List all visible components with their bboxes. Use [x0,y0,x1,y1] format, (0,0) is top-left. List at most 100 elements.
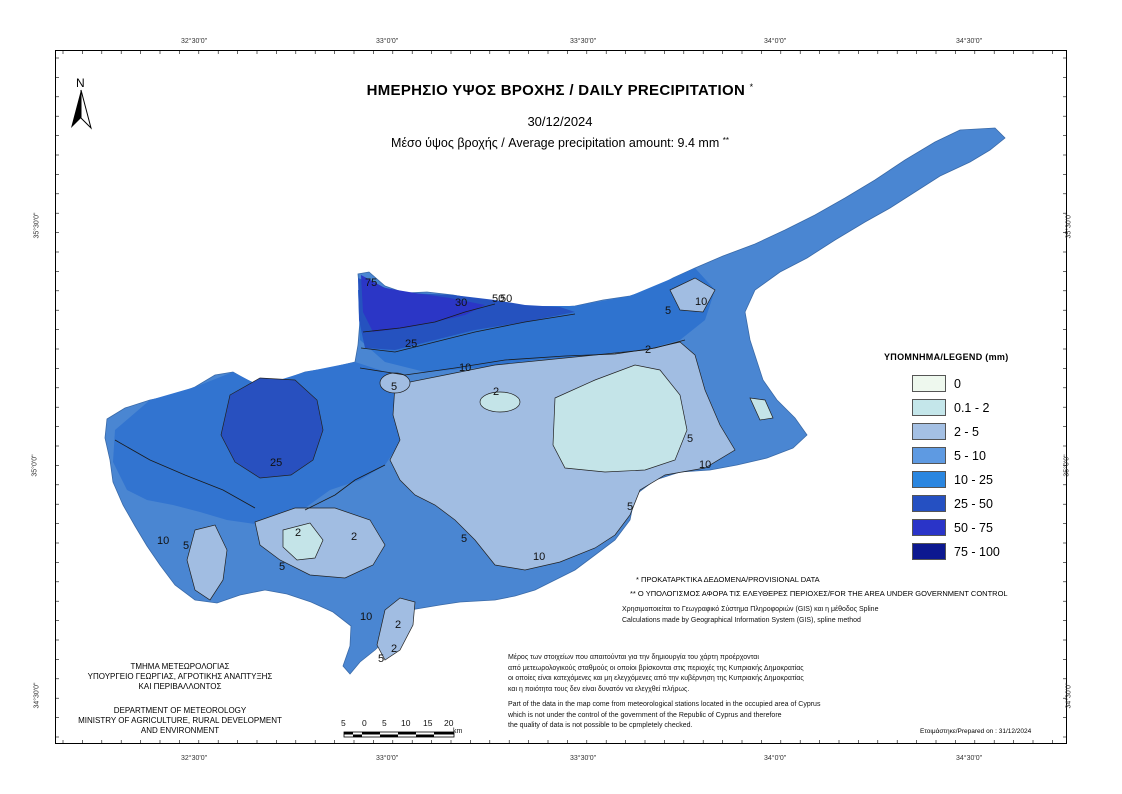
disclaimer-line: Μέρος των στοιχείων που απαιτούνται για … [508,654,759,661]
legend-swatch [912,399,946,416]
legend-label: 0 [954,377,961,391]
grid-label-top-2: 33°0'0" [376,38,399,45]
grid-label-left-3: 34°30'0" [33,682,41,709]
zone-2-5-south [376,597,416,661]
contour-label: 2 [351,531,357,543]
note-provisional: * ΠΡΟΚΑΤΑΡΚΤΙΚΑ ΔΕΔΟΜΕΝΑ/PROVISIONAL DAT… [636,575,820,584]
zone-0-2-east [749,397,774,421]
contour-label: 75 [365,277,377,289]
scale-label: 0 [362,718,367,728]
grid-label-bottom-2: 33°0'0" [376,755,399,762]
note-gis-greek: Χρησιμοποιείται το Γεωγραφικό Σύστημα Πλ… [622,606,879,613]
grid-label-bottom-5: 34°30'0" [956,755,983,762]
average-text: Μέσο ύψος βροχής / Average precipitation… [391,136,720,150]
contour-label: 10 [459,362,471,374]
grid-label-left-2: 35°0'0" [31,454,39,477]
scale-label: 5 [341,718,346,728]
legend-label: 10 - 25 [954,473,993,487]
contour-label: 5 [378,653,384,665]
prepared-date: Ετοιμάστηκε/Prepared on : 31/12/2024 [920,728,1032,735]
contour-label: 10 [157,535,169,547]
average-precipitation: Μέσο ύψος βροχής / Average precipitation… [300,136,820,150]
legend-swatch [912,423,946,440]
zone-50-75-north [361,275,485,332]
department-english: DEPARTMENT OF METEOROLOGY MINISTRY OF AG… [60,706,300,736]
legend-swatch [912,519,946,536]
zone-0-2-small [479,391,521,413]
contour-label: 5 [627,501,633,513]
disclaimer-line: which is not under the control of the go… [508,711,782,719]
contour-label: 10 [360,611,372,623]
grid-label-bottom-3: 33°30'0" [570,755,597,762]
department-english-line-3: AND ENVIRONMENT [140,726,220,735]
disclaimer-line: the quality of data is not possible to b… [508,722,693,729]
contour-label: 5 [687,433,693,445]
legend-swatch [912,495,946,512]
legend-swatch [912,471,946,488]
legend-label: 25 - 50 [954,497,993,511]
scale-label: 15 [423,718,433,728]
contour-label: 10 [533,551,545,563]
scale-label: 5 [382,718,387,728]
legend-swatch [912,447,946,464]
disclaimer-line: Part of the data in the map come from me… [508,701,821,708]
frame-ticks [55,50,1067,744]
contour-lines [114,303,686,511]
department-greek-line-3: ΚΑΙ ΠΕΡΙΒΑΛΛΟΝΤΟΣ [138,682,222,691]
scale-label: 10 [401,718,411,728]
legend-swatch [912,375,946,392]
legend-label: 50 - 75 [954,521,993,535]
note-gis-english: Calculations made by Geographical Inform… [622,617,861,624]
contour-label: 50 [500,293,512,305]
department-greek-line-1: ΤΜΗΜΑ ΜΕΤΕΩΡΟΛΟΓΙΑΣ [130,662,230,671]
contour-label: 2 [295,527,301,539]
contour-label: 2 [391,643,397,655]
note-government: ** Ο ΥΠΟΛΟΓΙΣΜΟΣ ΑΦΟΡΑ ΤΙΣ ΕΛΕΥΘΕΡΕΣ ΠΕΡ… [630,589,1008,598]
contour-label: 50 [492,293,504,305]
contour-label: 25 [270,457,282,469]
department-greek: ΤΜΗΜΑ ΜΕΤΕΩΡΟΛΟΓΙΑΣ ΥΠΟΥΡΓΕΙΟ ΓΕΩΡΓΙΑΣ, … [60,662,300,692]
title-text: ΗΜΕΡΗΣΙΟ ΥΨΟΣ ΒΡΟΧΗΣ / DAILY PRECIPITATI… [366,82,746,99]
contour-label: 25 [405,338,417,350]
grid-label-top-4: 34°0'0" [764,38,787,45]
scale-label: 20 [444,718,454,728]
contour-label: 2 [645,344,651,356]
precipitation-map: 75 50 50 30 25 10 5 2 2 5 10 5 10 25 10 … [55,50,1067,744]
zone-2-5-paphos [186,524,228,601]
north-arrow-icon [71,89,92,130]
disclaimer-line: και η ποιότητα τους δεν είναι δυνατόν να… [508,685,690,693]
legend-label: 0.1 - 2 [954,401,990,415]
legend-label: 5 - 10 [954,449,986,463]
grid-label-bottom-4: 34°0'0" [764,755,787,762]
scale-bar [343,731,455,738]
average-footnote-mark: ** [722,136,729,145]
department-greek-line-2: ΥΠΟΥΡΓΕΙΟ ΓΕΩΡΓΙΑΣ, ΑΓΡΟΤΙΚΗΣ ΑΝΑΠΤΥΞΗΣ [87,672,273,681]
contour-label: 5 [391,381,397,393]
grid-label-top-5: 34°30'0" [956,38,983,45]
grid-label-top-1: 32°30'0" [181,38,208,45]
contour-label: 2 [395,619,401,631]
grid-label-bottom-1: 32°30'0" [181,755,208,762]
grid-label-left-1: 35°30'0" [33,212,41,239]
zone-0-2-central [552,364,688,473]
contour-label-group: 75 50 50 30 25 10 5 2 2 5 10 5 10 25 10 … [157,277,711,665]
department-english-line-1: DEPARTMENT OF METEOROLOGY [113,706,247,715]
disclaimer-line: από μετεωρολογικούς σταθμούς οι οποίοι β… [508,664,804,672]
contour-label: 5 [665,305,671,317]
zone-0-2-southwest [282,522,324,561]
contour-label: 10 [699,459,711,471]
contour-label: 5 [279,561,285,573]
page-title: ΗΜΕΡΗΣΙΟ ΥΨΟΣ ΒΡΟΧΗΣ / DAILY PRECIPITATI… [300,82,820,99]
scale-unit: km [453,728,463,735]
legend-label: 2 - 5 [954,425,980,439]
legend-label: 75 - 100 [954,545,1000,559]
map-frame [55,50,1067,744]
zone-2-5-small-north [379,372,411,394]
disclaimer-line: οι οποίες είναι κατεχόμενες και μη ελεγχ… [508,675,804,682]
legend-title: ΥΠΟΜΝΗΜΑ/LEGEND (mm) [884,352,1009,362]
contour-label: 10 [695,296,707,308]
north-label: N [76,76,85,90]
zone-25-50-troodos-west [220,377,324,479]
map-date: 30/12/2024 [527,114,593,129]
zone-2-5-karpas [669,277,716,313]
